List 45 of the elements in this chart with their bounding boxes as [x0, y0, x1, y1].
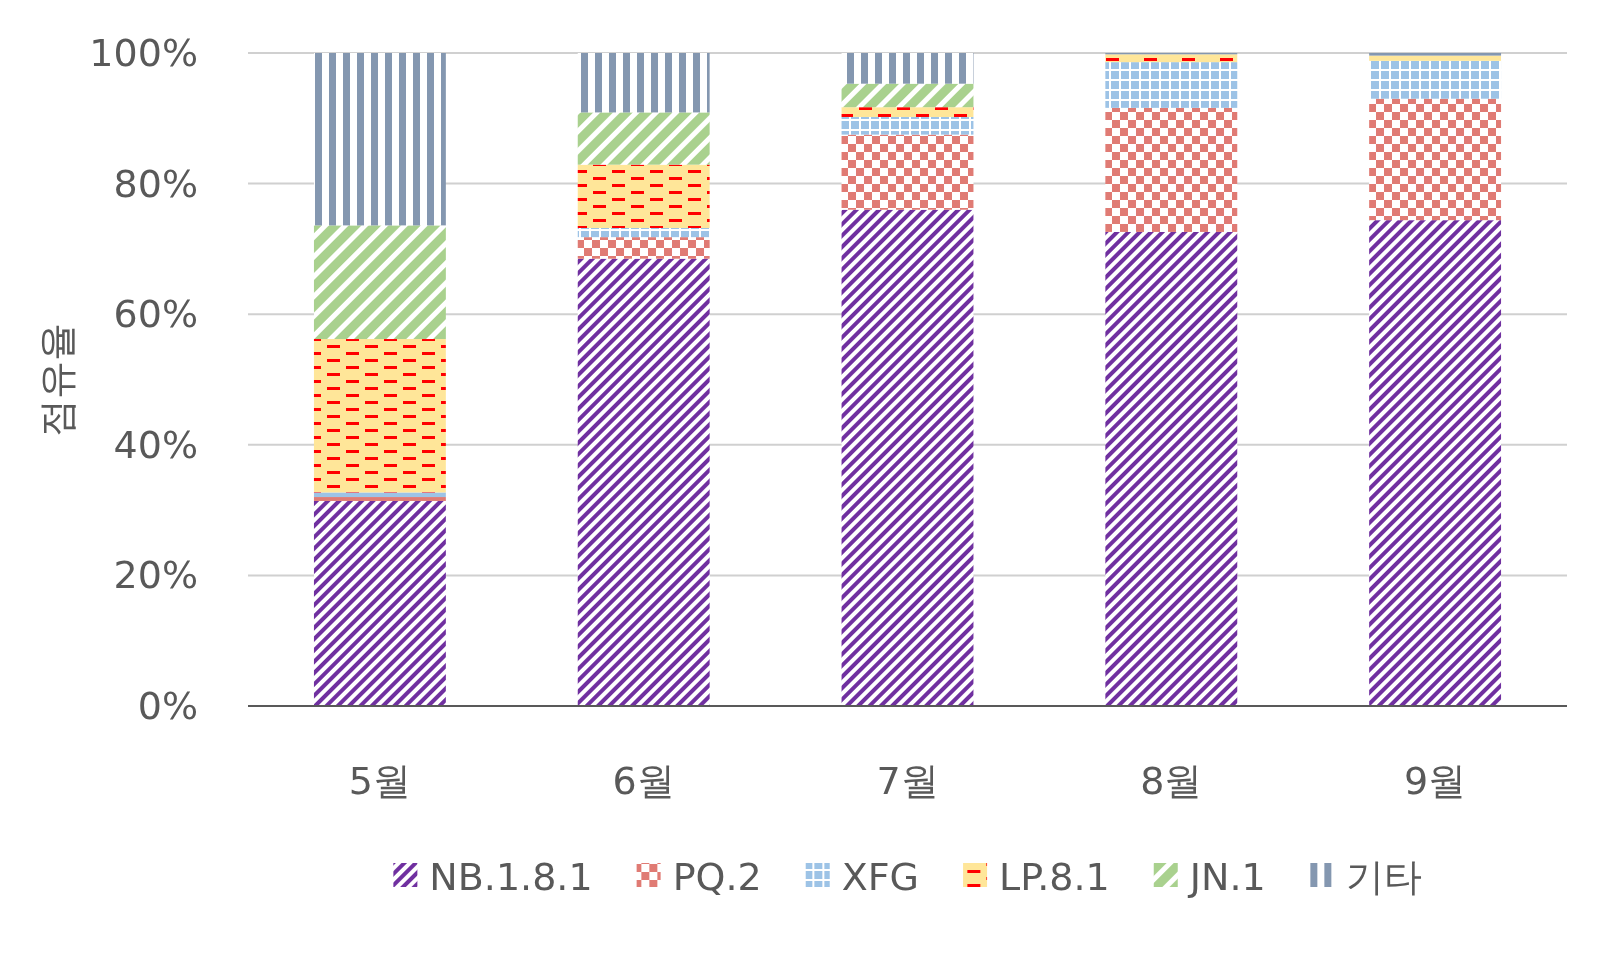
bar [1369, 220, 1502, 706]
bar [1369, 53, 1502, 56]
bar [1369, 60, 1502, 99]
y-tick-label: 60% [113, 292, 198, 337]
y-tick-label: 80% [113, 161, 198, 206]
bar [313, 339, 446, 493]
legend-label: 기타 [1345, 855, 1422, 899]
bar [313, 225, 446, 340]
bar [577, 164, 710, 228]
x-tick-label: 6월 [612, 759, 675, 803]
bar [1369, 55, 1502, 61]
legend-label: XFG [841, 855, 920, 899]
bar [841, 134, 974, 210]
bar [1105, 231, 1238, 706]
bar [313, 53, 446, 226]
bar [1105, 107, 1238, 232]
x-tick-label: 8월 [1140, 759, 1203, 803]
legend-label: LP.8.1 [999, 855, 1110, 899]
bar [313, 497, 446, 501]
y-tick-label: 0% [137, 684, 198, 728]
y-axis-title: 점유율 [35, 322, 79, 437]
bar [313, 492, 446, 498]
bar [841, 53, 974, 84]
bar [841, 116, 974, 135]
bar [577, 258, 710, 706]
bar [841, 83, 974, 108]
bar [841, 107, 974, 117]
bar [577, 228, 710, 238]
bar [577, 53, 710, 113]
bar [841, 209, 974, 706]
y-tick-label: 20% [113, 553, 198, 598]
bar [1369, 98, 1502, 221]
x-tick-label: 7월 [876, 759, 939, 803]
bar [577, 237, 710, 259]
legend-label: NB.1.8.1 [429, 855, 593, 899]
bar [1105, 54, 1238, 63]
bar [577, 112, 710, 165]
bar [1105, 62, 1238, 108]
x-tick-label: 5월 [348, 759, 411, 803]
y-tick-label: 40% [113, 422, 198, 467]
y-tick-label: 100% [89, 31, 198, 75]
legend-label: PQ.2 [672, 855, 762, 899]
legend-label: JN.1 [1187, 855, 1266, 899]
x-tick-label: 9월 [1404, 759, 1467, 803]
bar [313, 500, 446, 706]
